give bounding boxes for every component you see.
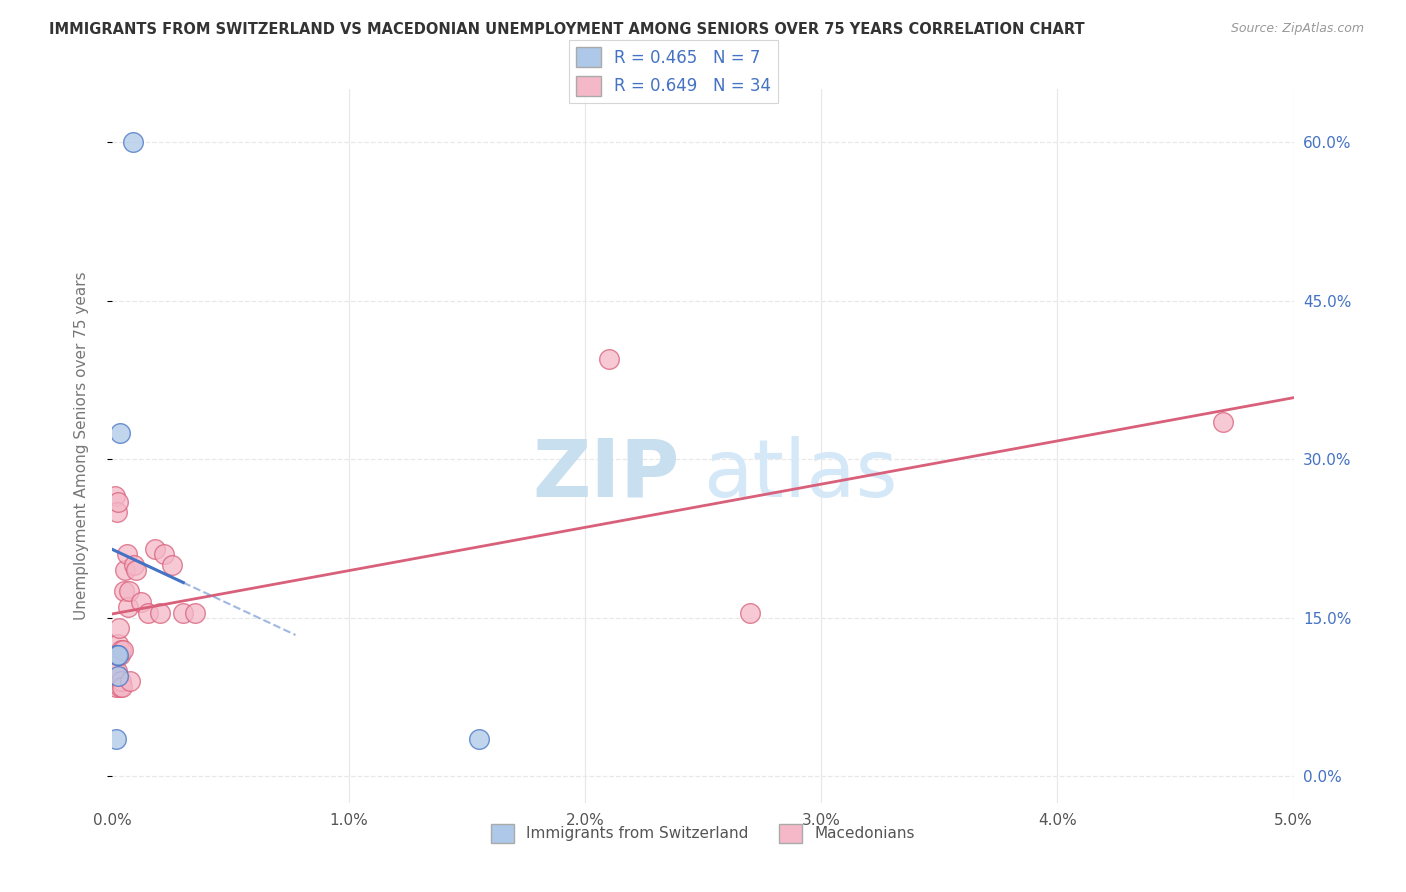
- Point: [125, 563, 148, 577]
- Point: [110, 642, 132, 657]
- Point: [105, 680, 128, 694]
- Point: [110, 674, 132, 689]
- Point: [172, 606, 194, 620]
- Point: [107, 637, 129, 651]
- Point: [107, 669, 129, 683]
- Point: [143, 542, 166, 557]
- Point: [112, 584, 135, 599]
- Point: [120, 674, 142, 689]
- Point: [114, 563, 136, 577]
- Point: [107, 494, 129, 508]
- Point: [136, 606, 159, 620]
- Point: [107, 648, 129, 662]
- Point: [108, 648, 131, 662]
- Text: ZIP: ZIP: [531, 435, 679, 514]
- Text: atlas: atlas: [703, 435, 897, 514]
- Point: [149, 606, 172, 620]
- Point: [105, 732, 128, 747]
- Point: [115, 547, 138, 561]
- Point: [121, 135, 143, 149]
- Text: Source: ZipAtlas.com: Source: ZipAtlas.com: [1230, 22, 1364, 36]
- Point: [129, 595, 152, 609]
- Point: [740, 606, 762, 620]
- Y-axis label: Unemployment Among Seniors over 75 years: Unemployment Among Seniors over 75 years: [75, 272, 89, 620]
- Point: [108, 425, 131, 440]
- Point: [160, 558, 183, 572]
- Point: [104, 664, 127, 678]
- Point: [108, 621, 131, 635]
- Point: [122, 558, 145, 572]
- Point: [105, 648, 128, 662]
- Point: [118, 584, 141, 599]
- Legend: Immigrants from Switzerland, Macedonians: Immigrants from Switzerland, Macedonians: [485, 818, 921, 848]
- Point: [598, 351, 620, 366]
- Point: [467, 732, 489, 747]
- Point: [103, 674, 125, 689]
- Point: [153, 547, 176, 561]
- Point: [184, 606, 207, 620]
- Point: [105, 664, 128, 678]
- Point: [104, 489, 127, 503]
- Point: [105, 505, 128, 519]
- Point: [112, 642, 135, 657]
- Point: [1212, 415, 1234, 429]
- Point: [108, 680, 131, 694]
- Point: [111, 680, 134, 694]
- Point: [117, 600, 139, 615]
- Text: IMMIGRANTS FROM SWITZERLAND VS MACEDONIAN UNEMPLOYMENT AMONG SENIORS OVER 75 YEA: IMMIGRANTS FROM SWITZERLAND VS MACEDONIA…: [49, 22, 1085, 37]
